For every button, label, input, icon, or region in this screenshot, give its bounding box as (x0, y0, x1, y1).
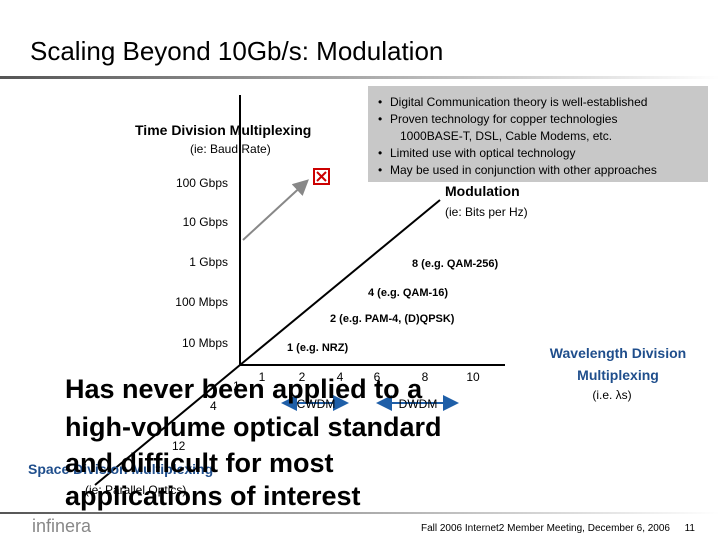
bullet-text: May be used in conjunction with other ap… (390, 163, 657, 177)
axis-sublabel: (i.e. λs) (592, 388, 631, 402)
overlay-text: applications of interest (65, 481, 361, 511)
bullet-dot: • (378, 163, 382, 177)
bullet-text: Limited use with optical technology (390, 146, 575, 160)
range-label: DWDM (399, 397, 438, 411)
tick-label: 4 (e.g. QAM-16) (368, 287, 448, 299)
footer-rule (0, 512, 720, 514)
logo: infinera (32, 516, 92, 536)
tick-label: 4 (337, 370, 344, 384)
bullet-text: Digital Communication theory is well-est… (390, 95, 647, 109)
modulation-axis (239, 199, 441, 366)
space-axis (94, 364, 241, 486)
axis-label: Space Division Multiplexing (28, 461, 213, 477)
axis-label: Modulation (445, 183, 520, 199)
axis-label: Wavelength Division (550, 345, 686, 361)
tick-label: 10 Gbps (183, 215, 228, 229)
range-label: CWDM (297, 397, 336, 411)
tick-label: 10 (466, 370, 480, 384)
trend-arrow (242, 179, 309, 241)
bullet-text: 1000BASE-T, DSL, Cable Modems, etc. (400, 129, 612, 143)
axis-sublabel: (ie: Parallel Optics) (85, 483, 186, 497)
tick-label: 8 (422, 370, 429, 384)
bullet-dot: • (378, 95, 382, 109)
page-number: 11 (685, 523, 696, 534)
bullet-text: Proven technology for copper technologie… (390, 112, 617, 126)
tick-label: 100 Gbps (176, 176, 228, 190)
axis-label: Time Division Multiplexing (135, 122, 311, 138)
tick-label: 6 (374, 370, 381, 384)
x-mark (316, 171, 327, 182)
tick-label: 12 (172, 439, 186, 453)
bullet-dot: • (378, 146, 382, 160)
tick-label: 8 (e.g. QAM-256) (412, 258, 499, 270)
tick-label: 1 (233, 379, 240, 393)
tick-label: 2 (e.g. PAM-4, (D)QPSK) (330, 313, 455, 325)
axis-sublabel: (ie: Baud Rate) (190, 142, 271, 156)
overlay-text: Has never been applied to a (65, 374, 423, 404)
tick-label: 1 Gbps (189, 255, 228, 269)
axis-label: Multiplexing (577, 367, 659, 383)
overlay-text: and difficult for most (65, 448, 333, 478)
title-rule (0, 76, 720, 79)
axis-sublabel: (ie: Bits per Hz) (445, 205, 528, 219)
footer-text: Fall 2006 Internet2 Member Meeting, Dece… (421, 523, 670, 534)
callout-box (368, 86, 708, 182)
tick-label: 1 (259, 370, 266, 384)
title: Scaling Beyond 10Gb/s: Modulation (30, 36, 443, 66)
tick-label: 2 (299, 370, 306, 384)
tick-label: 1 (e.g. NRZ) (287, 342, 348, 354)
tick-label: 4 (210, 399, 217, 413)
tick-label: 10 Mbps (182, 336, 228, 350)
overlay-text: high-volume optical standard (65, 412, 442, 442)
tick-label: 100 Mbps (175, 295, 228, 309)
bullet-dot: • (378, 112, 382, 126)
